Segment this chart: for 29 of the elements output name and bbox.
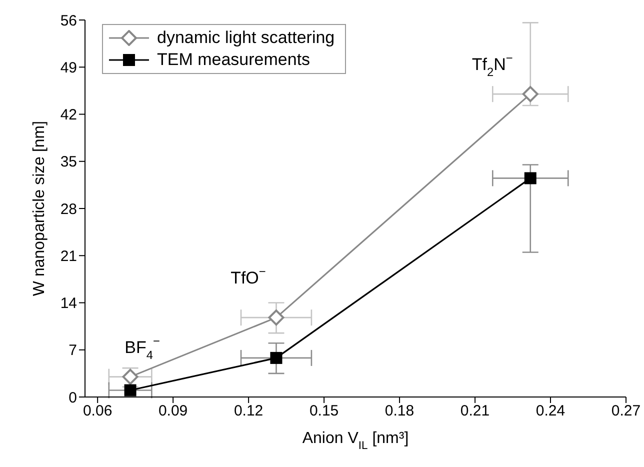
- point: [268, 310, 284, 326]
- x-tick-label: 0.15: [309, 402, 339, 420]
- y-tick-label: 21: [60, 248, 77, 265]
- legend-label: dynamic light scattering: [157, 28, 335, 48]
- x-tick-label: 0.06: [82, 402, 112, 420]
- x-tick-label: 0.27: [611, 402, 641, 420]
- y-tick-label: 42: [60, 106, 77, 124]
- point: [122, 368, 138, 385]
- y-tick-label: 56: [60, 12, 77, 30]
- x-axis-title: Anion V$_{IL}$ [nm³]: [302, 430, 409, 452]
- y-tick-label: 0: [68, 389, 77, 406]
- x-tick-label: 0.21: [460, 402, 490, 420]
- legend-label: TEM measurements: [157, 50, 310, 70]
- point: [124, 384, 136, 396]
- annotation: Tf$_{2}$N$^{−}$: [472, 51, 513, 80]
- y-tick-label: 14: [60, 295, 77, 312]
- x-tick-label: 0.12: [234, 402, 264, 420]
- annotation: TfO$^{−}$: [230, 264, 266, 288]
- x-tick-label: 0.24: [536, 402, 566, 420]
- y-tick-label: 7: [68, 342, 77, 360]
- x-tick-label: 0.18: [384, 402, 414, 420]
- y-axis-title: W nanoparticle size [nm]: [31, 120, 48, 296]
- point: [524, 172, 536, 184]
- x-tick-label: 0.09: [158, 402, 188, 420]
- point: [522, 86, 538, 102]
- y-tick-label: 35: [60, 154, 77, 171]
- y-tick-label: 28: [60, 200, 77, 218]
- y-tick-label: 49: [60, 59, 77, 76]
- point: [270, 352, 282, 364]
